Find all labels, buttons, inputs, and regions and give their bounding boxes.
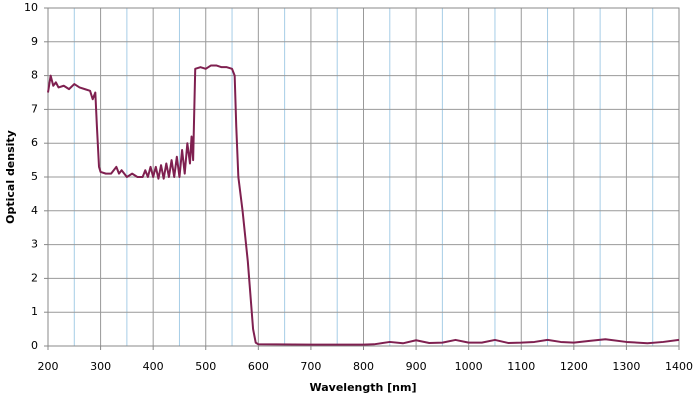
x-tick-label: 800 — [353, 360, 374, 373]
x-tick-label: 1200 — [560, 360, 588, 373]
y-tick-label: 9 — [31, 35, 38, 48]
x-tick-label: 1400 — [665, 360, 693, 373]
y-tick-label: 8 — [31, 69, 38, 82]
x-tick-label: 400 — [143, 360, 164, 373]
y-axis-label: Optical density — [4, 130, 17, 224]
x-tick-label: 200 — [38, 360, 59, 373]
plot-border — [47, 7, 680, 347]
y-tick-label: 4 — [31, 204, 38, 217]
y-tick-label: 3 — [31, 238, 38, 251]
y-tick-label: 5 — [31, 170, 38, 183]
x-tick-label: 700 — [300, 360, 321, 373]
x-tick-label: 900 — [406, 360, 427, 373]
x-tick-label: 600 — [248, 360, 269, 373]
x-tick-label: 1000 — [455, 360, 483, 373]
y-tick-label: 2 — [31, 271, 38, 284]
y-tick-label: 7 — [31, 102, 38, 115]
data-line — [47, 64, 680, 346]
x-tick-label: 1100 — [507, 360, 535, 373]
x-tick-label: 500 — [195, 360, 216, 373]
x-tick-label: 300 — [90, 360, 111, 373]
y-tick-label: 10 — [24, 1, 38, 14]
y-tick-label: 0 — [31, 339, 38, 352]
y-tick-label: 6 — [31, 136, 38, 149]
y-tick-label: 1 — [31, 305, 38, 318]
x-tick-label: 1300 — [612, 360, 640, 373]
x-axis-label: Wavelength [nm] — [310, 381, 417, 394]
